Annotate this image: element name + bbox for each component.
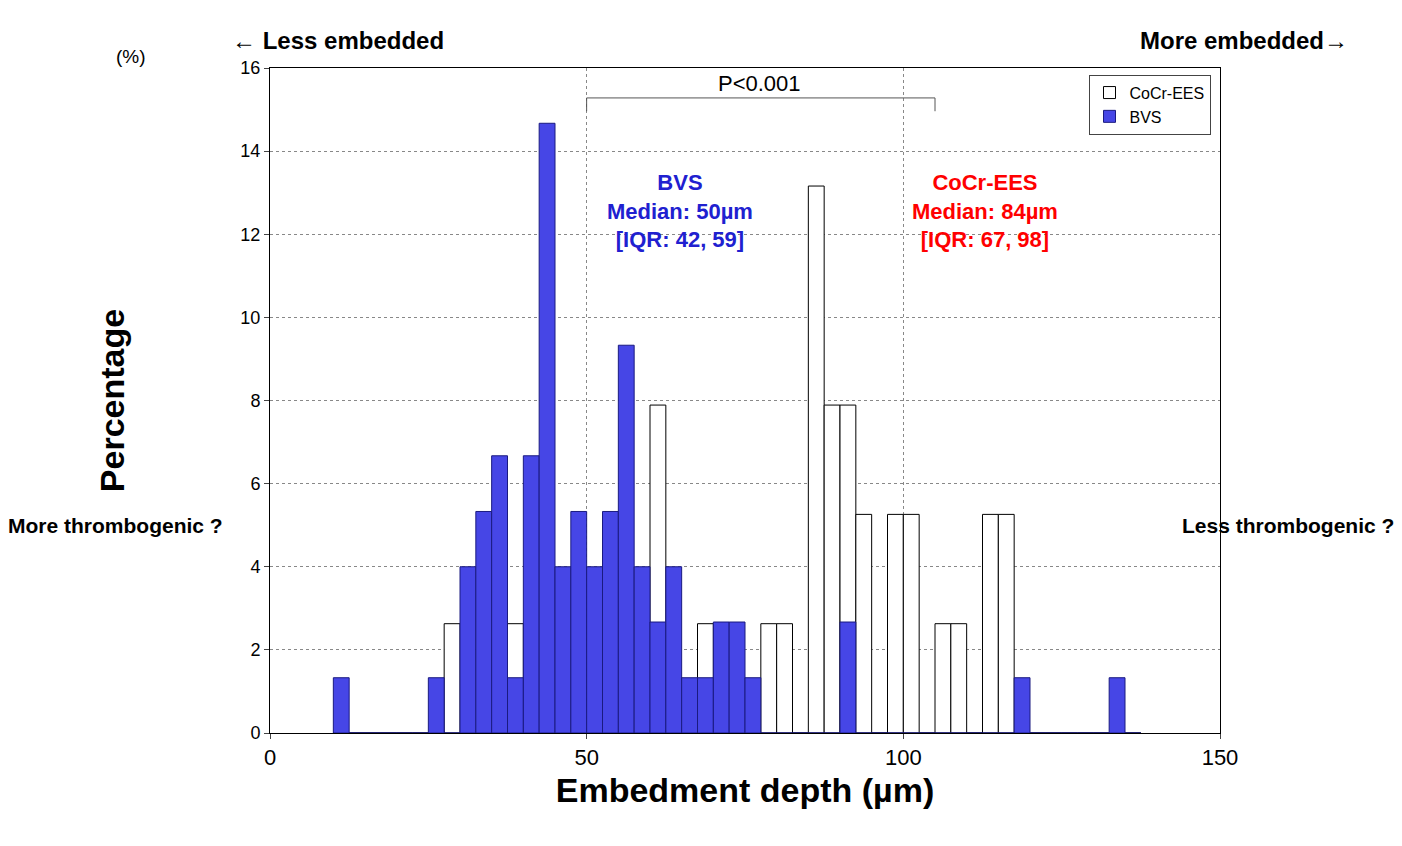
svg-text:100: 100 <box>885 745 922 770</box>
svg-text:Embedment depth (µm): Embedment depth (µm) <box>556 771 934 809</box>
svg-text:10: 10 <box>240 308 260 328</box>
svg-text:16: 16 <box>240 58 260 78</box>
svg-text:14: 14 <box>240 141 260 161</box>
svg-text:4: 4 <box>250 557 260 577</box>
svg-text:12: 12 <box>240 225 260 245</box>
svg-text:150: 150 <box>1202 745 1239 770</box>
svg-text:CoCr-EES: CoCr-EES <box>1130 85 1205 102</box>
svg-text:0: 0 <box>264 745 276 770</box>
svg-text:BVSMedian: 50µm[IQR: 42, 59]: BVSMedian: 50µm[IQR: 42, 59] <box>607 170 753 252</box>
svg-text:BVS: BVS <box>1130 109 1162 126</box>
svg-text:6: 6 <box>250 474 260 494</box>
svg-text:(%): (%) <box>116 46 146 67</box>
svg-text:Percentage: Percentage <box>93 309 131 492</box>
svg-text:CoCr-EESMedian: 84µm[IQR: 67,: CoCr-EESMedian: 84µm[IQR: 67, 98] <box>912 170 1058 252</box>
svg-text:More thrombogenic ?: More thrombogenic ? <box>8 514 223 537</box>
svg-text:P<0.001: P<0.001 <box>718 71 801 96</box>
svg-text:8: 8 <box>250 391 260 411</box>
svg-text:← Less embedded: ← Less embedded <box>232 27 444 54</box>
svg-text:More embedded→: More embedded→ <box>1140 27 1348 54</box>
svg-text:2: 2 <box>250 640 260 660</box>
svg-text:Less thrombogenic ?: Less thrombogenic ? <box>1182 514 1394 537</box>
svg-text:0: 0 <box>250 723 260 743</box>
svg-text:50: 50 <box>574 745 598 770</box>
